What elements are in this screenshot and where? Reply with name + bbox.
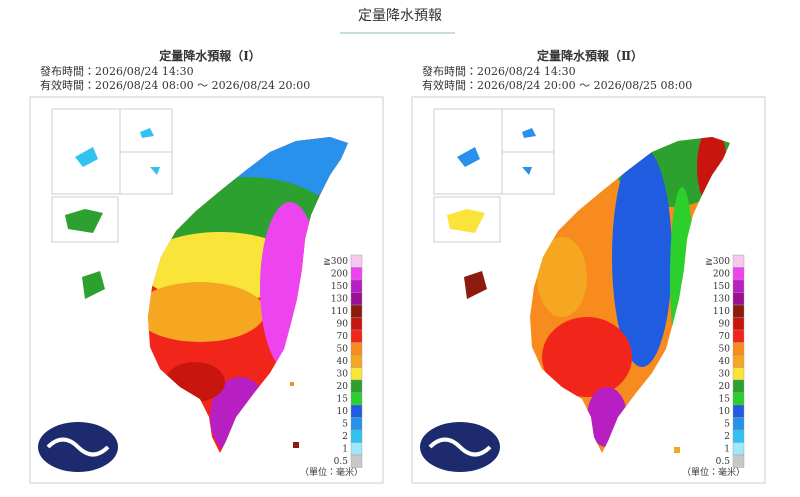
map: （單位：毫米） ≧3002001501301109070504030201510… [29, 96, 384, 484]
legend: ≧300 200 150 130 110 90 70 50 40 30 20 15 10 5 2 1 0.5 [323, 254, 363, 468]
legend-label: 0.5 [334, 457, 349, 467]
issued-time: 發布時間：2026/08/24 14:30 [422, 64, 576, 78]
legend-label: 150 [713, 282, 730, 292]
legend-label: 70 [337, 332, 349, 342]
legend-swatch [732, 354, 745, 368]
legend-label: 110 [713, 307, 730, 317]
legend-label: 10 [337, 407, 349, 417]
islands [447, 128, 680, 453]
legend-label: 200 [331, 270, 348, 280]
legend-label: 150 [331, 282, 348, 292]
panel-title: 定量降水預報（Ⅱ） [537, 48, 643, 63]
panel-title: 定量降水預報（Ⅰ） [159, 48, 261, 63]
legend-label: 90 [719, 320, 731, 330]
legend-swatch [350, 342, 363, 356]
legend-swatch [350, 354, 363, 368]
legend-label: 1 [724, 445, 730, 455]
legend-swatch [350, 317, 363, 331]
legend-label: 130 [713, 295, 730, 305]
legend-label: 50 [719, 345, 731, 355]
legend-swatch [350, 292, 363, 306]
valid-time: 有效時間：2026/08/24 08:00 ～ 2026/08/24 20:00 [40, 78, 310, 92]
legend-swatch [732, 342, 745, 356]
valid-time: 有效時間：2026/08/24 20:00 ～ 2026/08/25 08:00 [422, 78, 692, 92]
legend-swatch [732, 454, 745, 468]
legend-swatch [350, 267, 363, 281]
legend-swatch [732, 254, 745, 268]
legend-label: 10 [719, 407, 731, 417]
legend-swatch [732, 292, 745, 306]
legend-label: 2 [724, 432, 730, 442]
legend-swatch [732, 367, 745, 381]
legend-swatch [732, 379, 745, 393]
legend-label: 5 [342, 420, 348, 430]
legend-label: 20 [719, 382, 731, 392]
legend-swatch [350, 417, 363, 431]
inset-boxes [51, 108, 173, 243]
unit: （單位：毫米） [300, 466, 363, 478]
panel: 定量降水預報（Ⅰ） 發布時間：2026/08/24 14:30 有效時間：202… [29, 48, 384, 484]
legend-label: 15 [337, 395, 349, 405]
legend-label: ≧300 [323, 257, 348, 267]
legend-swatch [732, 442, 745, 456]
legend-swatch [350, 442, 363, 456]
legend-label: 30 [337, 370, 349, 380]
legend-swatch [732, 304, 745, 318]
legend-swatch [732, 417, 745, 431]
legend: ≧300 200 150 130 110 90 70 50 40 30 20 15 10 5 2 1 0.5 [705, 254, 745, 468]
legend-label: ≧300 [705, 257, 730, 267]
unit: （單位：毫米） [682, 466, 745, 478]
legend-label: 110 [331, 307, 348, 317]
inset-boxes [433, 108, 555, 243]
legend-swatch [350, 429, 363, 443]
issued-time: 發布時間：2026/08/24 14:30 [40, 64, 194, 78]
legend-label: 70 [719, 332, 731, 342]
page-title: 定量降水預報 [358, 8, 442, 24]
legend-swatch [350, 254, 363, 268]
legend-swatch [732, 404, 745, 418]
legend-swatch [350, 329, 363, 343]
islands [65, 128, 299, 448]
legend-label: 5 [724, 420, 730, 430]
legend-label: 2 [342, 432, 348, 442]
legend-swatch [732, 267, 745, 281]
legend-label: 1 [342, 445, 348, 455]
legend-label: 50 [337, 345, 349, 355]
logo-swirl [46, 437, 110, 457]
legend-label: 40 [719, 357, 731, 367]
legend-label: 90 [337, 320, 349, 330]
map: （單位：毫米） ≧3002001501301109070504030201510… [411, 96, 766, 484]
legend-swatch [732, 279, 745, 293]
legend-swatch [732, 392, 745, 406]
legend-swatch [350, 279, 363, 293]
legend-swatch [350, 304, 363, 318]
legend-label: 15 [719, 395, 731, 405]
legend-swatch [732, 329, 745, 343]
legend-swatch [350, 379, 363, 393]
legend-label: 130 [331, 295, 348, 305]
legend-label: 40 [337, 357, 349, 367]
legend-swatch [350, 367, 363, 381]
legend-swatch [350, 392, 363, 406]
legend-label: 30 [719, 370, 731, 380]
legend-swatch [350, 454, 363, 468]
panel: 定量降水預報（Ⅱ） 發布時間：2026/08/24 14:30 有效時間：202… [411, 48, 766, 484]
legend-label: 0.5 [716, 457, 731, 467]
legend-label: 20 [337, 382, 349, 392]
legend-swatch [732, 317, 745, 331]
logo-swirl [428, 437, 492, 457]
legend-label: 200 [713, 270, 730, 280]
legend-swatch [350, 404, 363, 418]
legend-swatch [732, 429, 745, 443]
